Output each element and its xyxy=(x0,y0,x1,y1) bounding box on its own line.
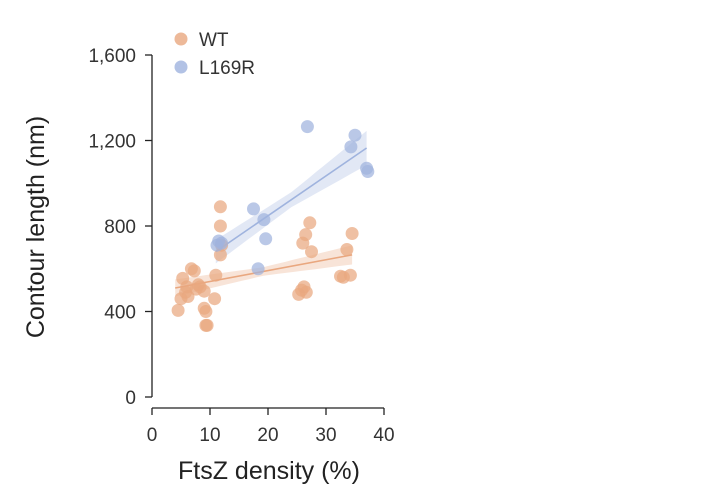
data-point xyxy=(257,213,271,227)
x-tick-label: 40 xyxy=(373,425,394,446)
data-point xyxy=(305,245,318,259)
x-tick-label: 20 xyxy=(257,425,278,446)
legend-label: WT xyxy=(199,30,229,51)
y-tick-label: 400 xyxy=(104,303,136,324)
data-point xyxy=(299,228,313,242)
y-tick-label: 800 xyxy=(104,217,136,238)
data-point xyxy=(200,318,214,332)
data-point xyxy=(303,216,317,230)
data-point xyxy=(345,227,359,240)
data-point xyxy=(344,140,358,154)
legend-label: L169R xyxy=(199,58,255,79)
data-point xyxy=(187,264,201,278)
y-axis-title: Contour length (nm) xyxy=(22,116,50,338)
data-point xyxy=(213,200,227,214)
data-point xyxy=(299,285,313,299)
y-tick-label: 1,600 xyxy=(88,46,136,67)
data-point xyxy=(208,292,222,306)
y-axis-ticks: 0 400 800 1,200 1,600 xyxy=(88,46,152,409)
x-tick-label: 30 xyxy=(315,425,336,446)
data-points xyxy=(171,120,375,332)
y-tick-label: 0 xyxy=(125,388,136,409)
x-tick-label: 0 xyxy=(147,425,158,446)
data-point xyxy=(209,268,223,282)
legend-marker xyxy=(174,60,188,74)
confidence-band xyxy=(215,130,367,264)
data-point xyxy=(251,262,265,276)
legend-marker xyxy=(174,32,188,46)
data-point xyxy=(361,165,375,178)
data-point xyxy=(300,120,314,134)
data-point xyxy=(340,243,354,256)
data-point xyxy=(197,284,211,298)
trend-line xyxy=(215,147,368,253)
y-tick-label: 1,200 xyxy=(88,132,136,153)
data-point xyxy=(247,202,260,216)
data-point xyxy=(343,268,357,282)
data-point xyxy=(348,128,362,142)
data-point xyxy=(215,236,229,250)
x-axis-title: FtsZ density (%) xyxy=(178,457,360,485)
data-point xyxy=(259,232,273,246)
x-axis-ticks: 0 10 20 30 40 xyxy=(147,408,395,446)
legend: WT L169R xyxy=(174,30,255,79)
data-point xyxy=(199,305,213,318)
data-point xyxy=(171,303,185,317)
data-point xyxy=(213,219,227,233)
x-tick-label: 10 xyxy=(199,425,220,446)
